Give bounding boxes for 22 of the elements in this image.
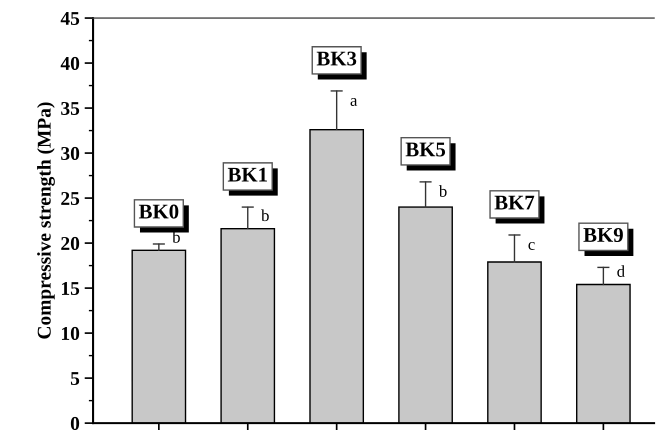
y-tick-label: 15 [62,282,80,296]
annotation: b [261,209,269,222]
y-tick-label: 20 [61,236,80,250]
y-tick-label: 0 [70,416,80,430]
annotation: d [617,265,625,277]
x-tick-label: BK3 [316,52,356,66]
x-tick-label: BK5 [406,142,446,156]
y-tick-label: 40 [60,56,80,70]
y-axis-title: Compressive strength (MPa) [37,102,55,339]
annotation: b [438,185,447,197]
y-tick-label: 5 [70,372,80,386]
y-tick-label: 25 [61,192,80,206]
y-tick-label: 10 [62,326,80,340]
y-tick-label: 30 [61,146,80,160]
x-tick-label: BK9 [583,228,623,242]
x-tick-label: BK1 [228,168,267,182]
annotation: a [350,98,358,106]
annotation: c [528,242,535,250]
y-tick-label: 35 [61,102,80,116]
y-tick-label: 45 [60,12,80,25]
x-tick-label: BK0 [138,204,178,219]
x-tick-label: BK7 [494,196,534,210]
